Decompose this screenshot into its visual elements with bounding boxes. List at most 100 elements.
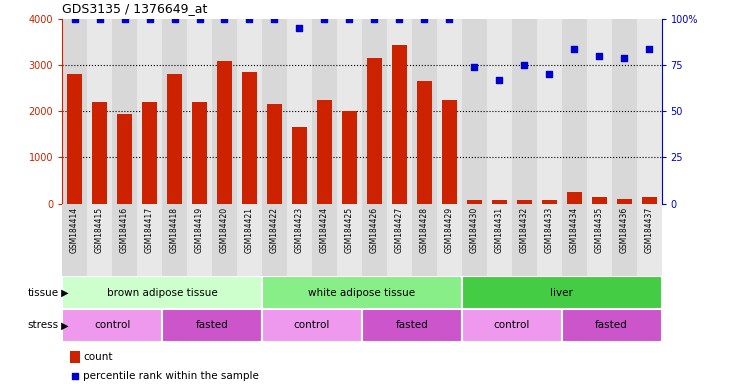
Point xyxy=(243,16,255,22)
Bar xyxy=(237,204,262,276)
Bar xyxy=(637,19,662,204)
Text: GSM184415: GSM184415 xyxy=(95,207,104,253)
Text: GDS3135 / 1376649_at: GDS3135 / 1376649_at xyxy=(62,2,208,15)
Bar xyxy=(542,200,557,204)
Point xyxy=(344,16,355,22)
Bar xyxy=(442,100,457,204)
Bar xyxy=(187,19,212,204)
Text: stress: stress xyxy=(27,320,58,331)
Text: GSM184416: GSM184416 xyxy=(120,207,129,253)
Point xyxy=(568,46,580,52)
Bar xyxy=(561,204,586,276)
Bar xyxy=(242,72,257,204)
Text: GSM184423: GSM184423 xyxy=(295,207,304,253)
Point xyxy=(618,55,630,61)
Text: GSM184418: GSM184418 xyxy=(170,207,179,253)
Point xyxy=(268,16,280,22)
Bar xyxy=(362,309,462,342)
Bar xyxy=(567,192,582,204)
Text: tissue: tissue xyxy=(27,288,58,298)
Bar xyxy=(62,204,87,276)
Text: GSM184432: GSM184432 xyxy=(520,207,529,253)
Bar xyxy=(262,276,462,309)
Point xyxy=(94,16,105,22)
Text: GSM184428: GSM184428 xyxy=(420,207,429,253)
Bar xyxy=(92,102,107,204)
Bar xyxy=(162,19,187,204)
Text: GSM184425: GSM184425 xyxy=(345,207,354,253)
Text: GSM184433: GSM184433 xyxy=(545,207,553,253)
Text: control: control xyxy=(94,320,130,331)
Text: percentile rank within the sample: percentile rank within the sample xyxy=(83,371,260,381)
Text: GSM184434: GSM184434 xyxy=(569,207,579,253)
Bar xyxy=(167,74,182,204)
Bar xyxy=(69,351,80,363)
Text: control: control xyxy=(493,320,530,331)
Text: fasted: fasted xyxy=(196,320,228,331)
Bar xyxy=(137,19,162,204)
Text: liver: liver xyxy=(550,288,573,298)
Text: GSM184430: GSM184430 xyxy=(470,207,479,253)
Point xyxy=(294,25,306,31)
Point xyxy=(543,71,555,78)
Bar xyxy=(267,104,282,204)
Bar xyxy=(342,111,357,204)
Text: GSM184436: GSM184436 xyxy=(620,207,629,253)
Bar xyxy=(612,19,637,204)
Bar xyxy=(462,309,561,342)
Bar xyxy=(337,204,362,276)
Bar xyxy=(317,100,332,204)
Text: GSM184420: GSM184420 xyxy=(220,207,229,253)
Bar xyxy=(587,204,612,276)
Bar xyxy=(312,204,337,276)
Bar xyxy=(237,19,262,204)
Bar xyxy=(362,19,387,204)
Point xyxy=(518,62,530,68)
Text: fasted: fasted xyxy=(595,320,628,331)
Bar xyxy=(537,19,561,204)
Bar xyxy=(617,199,632,204)
Bar xyxy=(612,204,637,276)
Bar xyxy=(487,19,512,204)
Text: GSM184431: GSM184431 xyxy=(495,207,504,253)
Point xyxy=(144,16,156,22)
Bar xyxy=(117,114,132,204)
Bar xyxy=(62,309,162,342)
Text: brown adipose tissue: brown adipose tissue xyxy=(107,288,217,298)
Text: control: control xyxy=(294,320,330,331)
Bar xyxy=(467,200,482,204)
Bar xyxy=(112,19,137,204)
Text: ▶: ▶ xyxy=(58,288,69,298)
Bar xyxy=(262,204,287,276)
Point xyxy=(643,46,655,52)
Point xyxy=(169,16,181,22)
Point xyxy=(418,16,430,22)
Text: GSM184417: GSM184417 xyxy=(145,207,154,253)
Bar xyxy=(262,19,287,204)
Point xyxy=(368,16,380,22)
Point xyxy=(319,16,330,22)
Text: fasted: fasted xyxy=(395,320,428,331)
Point xyxy=(493,77,505,83)
Point xyxy=(444,16,455,22)
Bar xyxy=(561,19,586,204)
Bar xyxy=(417,81,432,204)
Bar xyxy=(287,204,312,276)
Bar xyxy=(462,19,487,204)
Bar xyxy=(487,204,512,276)
Bar xyxy=(637,204,662,276)
Point xyxy=(194,16,205,22)
Bar xyxy=(392,45,406,204)
Point xyxy=(219,16,230,22)
Bar xyxy=(162,309,262,342)
Bar xyxy=(312,19,337,204)
Bar xyxy=(387,19,412,204)
Bar xyxy=(62,276,262,309)
Text: count: count xyxy=(83,352,113,362)
Text: GSM184419: GSM184419 xyxy=(195,207,204,253)
Text: GSM184424: GSM184424 xyxy=(320,207,329,253)
Bar xyxy=(537,204,561,276)
Bar xyxy=(437,19,462,204)
Bar xyxy=(587,19,612,204)
Bar xyxy=(87,204,112,276)
